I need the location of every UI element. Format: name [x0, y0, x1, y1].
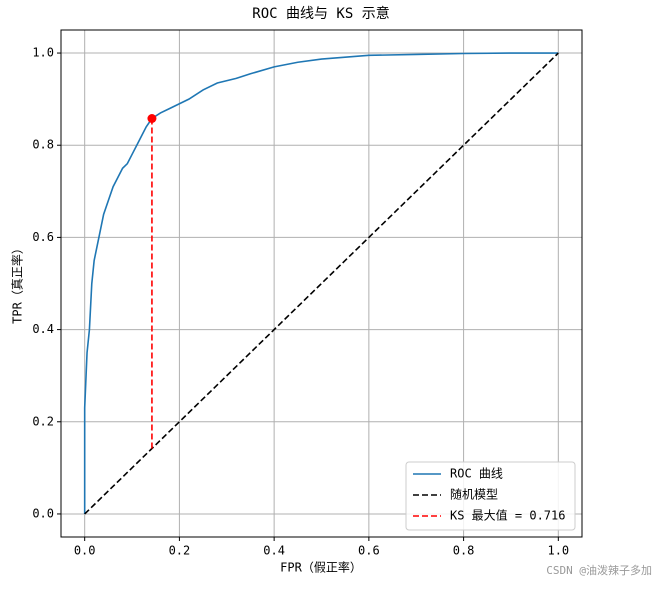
legend-label: KS 最大值 = 0.716 — [450, 508, 565, 523]
plot-frame — [60, 29, 583, 538]
x-tick-label: 1.0 — [547, 544, 569, 558]
x-tick-label: 0.8 — [453, 544, 475, 558]
legend-box — [405, 461, 576, 531]
series-line — [84, 52, 559, 515]
watermark: CSDN @油泼辣子多加 — [546, 563, 652, 577]
x-tick-label: 0.0 — [74, 544, 96, 558]
ks-point — [147, 113, 157, 123]
y-tick-label: 0.2 — [32, 414, 54, 428]
y-tick-label: 1.0 — [32, 46, 54, 60]
y-tick-label: 0.0 — [32, 506, 54, 520]
x-axis-label: FPR（假正率） — [280, 560, 362, 575]
x-tick-label: 0.4 — [263, 544, 285, 558]
y-tick-label: 0.4 — [32, 322, 54, 336]
y-tick-label: 0.6 — [32, 230, 54, 244]
y-axis-label: TPR（真正率） — [10, 242, 25, 324]
x-tick-label: 0.6 — [358, 544, 380, 558]
chart-title: ROC 曲线与 KS 示意 — [252, 5, 389, 22]
legend-label: ROC 曲线 — [450, 467, 503, 481]
legend-label: 随机模型 — [450, 487, 498, 502]
y-tick-label: 0.8 — [32, 138, 54, 152]
series-line — [83, 52, 559, 514]
x-tick-label: 0.2 — [169, 544, 191, 558]
